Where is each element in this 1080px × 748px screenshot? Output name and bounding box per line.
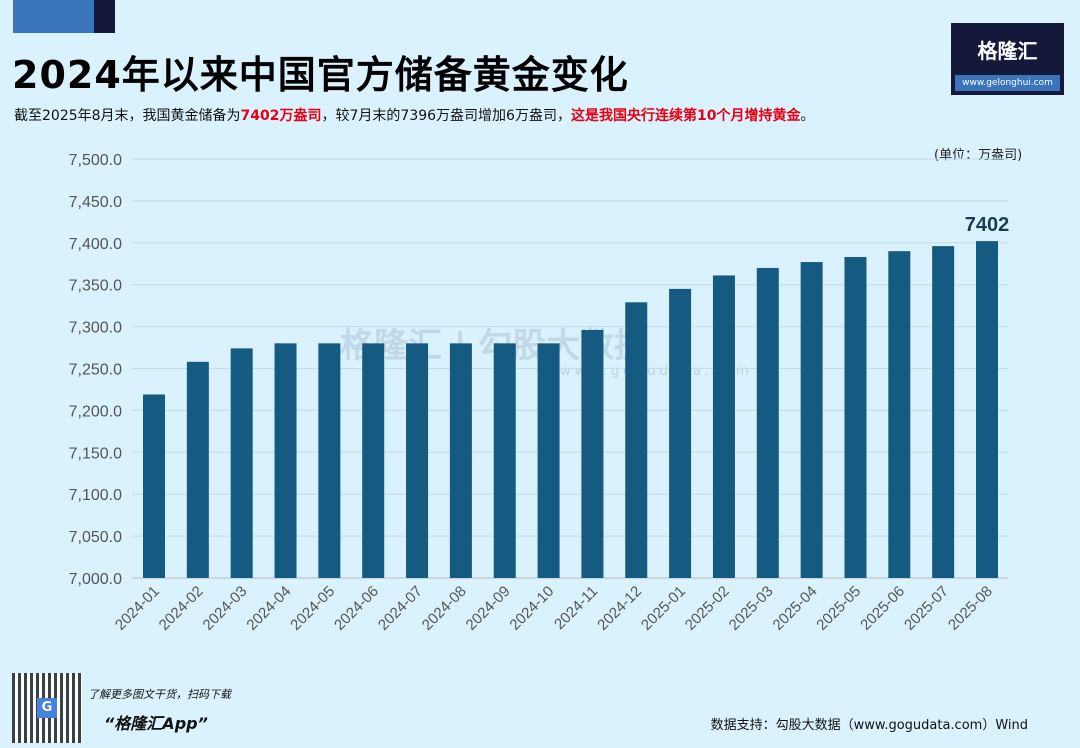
x-tick-label: 2024-05 — [287, 583, 338, 634]
bar — [449, 343, 472, 578]
bar — [800, 262, 823, 578]
subtitle-text: 截至2025年8月末，我国黄金储备为 — [14, 108, 241, 124]
y-tick-label: 7,350.0 — [69, 278, 122, 295]
y-tick-label: 7,500.0 — [69, 152, 122, 169]
x-tick-label: 2024-01 — [112, 583, 163, 634]
x-tick-label: 2024-08 — [419, 583, 470, 634]
bar-chart: 7,000.0 7,050.0 7,100.0 7,150.0 7,200.0 7,250… — [69, 152, 1010, 634]
bar — [932, 246, 955, 579]
data-label: 7402 — [965, 214, 1010, 236]
logo-name: 格隆汇 — [977, 39, 1038, 63]
bar — [493, 343, 516, 578]
y-tick-label: 7,450.0 — [69, 194, 122, 211]
watermark-url: www.gogudata.com — [560, 364, 753, 379]
y-tick-label: 7,250.0 — [69, 362, 122, 379]
bar — [230, 348, 253, 578]
x-tick-label: 2025-08 — [945, 583, 996, 634]
y-tick-label: 7,200.0 — [69, 403, 122, 420]
y-tick-label: 7,150.0 — [69, 445, 122, 462]
y-tick-label: 7,100.0 — [69, 487, 122, 504]
subtitle-text: ，较7月末的7396万盎司增加6万盎司， — [321, 108, 571, 124]
x-tick-label: 2025-05 — [813, 583, 864, 634]
x-tick-label: 2025-06 — [857, 583, 908, 634]
bar — [712, 275, 735, 578]
bar — [976, 241, 998, 578]
bar — [844, 257, 867, 578]
subtitle-highlight: 这是我国央行连续第10个月增持黄金 — [570, 108, 801, 124]
qr-code: G — [12, 673, 82, 743]
bar — [537, 343, 560, 578]
x-tick-label: 2025-04 — [770, 583, 821, 634]
y-tick-label: 7,050.0 — [69, 529, 122, 546]
x-tick-label: 2024-12 — [594, 583, 645, 634]
bar — [274, 343, 297, 578]
bar — [406, 343, 429, 578]
bar — [581, 329, 604, 578]
y-tick-label: 7,000.0 — [69, 571, 122, 588]
x-tick-label: 2024-09 — [463, 583, 514, 634]
y-tick-label: 7,300.0 — [69, 320, 122, 337]
y-tick-label: 7,400.0 — [69, 236, 122, 253]
promo-text: 了解更多图文干货，扫码下载 — [88, 688, 231, 701]
x-tick-label: 2025-03 — [726, 583, 777, 634]
x-tick-label: 2024-06 — [331, 583, 382, 634]
bar — [186, 361, 209, 578]
subtitle-highlight: 7402万盎司 — [240, 108, 322, 124]
logo-url: www.gelonghui.com — [955, 75, 1060, 91]
gelonghui-logo: 格隆汇 www.gelonghui.com — [951, 23, 1064, 95]
x-tick-label: 2024-03 — [200, 583, 251, 634]
x-tick-label: 2024-07 — [375, 583, 426, 634]
x-tick-label: 2024-04 — [243, 583, 294, 634]
x-tick-label: 2024-11 — [551, 583, 601, 633]
data-source: 数据支持：勾股大数据（www.gogudata.com）Wind — [710, 718, 1028, 733]
bar — [756, 267, 779, 578]
app-name: “格隆汇App” — [104, 714, 208, 733]
x-tick-label: 2025-07 — [901, 583, 952, 634]
subtitle-text: 。 — [800, 108, 815, 124]
decor-bar-dark — [94, 0, 115, 33]
page-title: 2024年以来中国官方储备黄金变化 — [12, 53, 629, 97]
bar — [669, 288, 692, 578]
app-icon: G — [37, 698, 57, 718]
bar — [888, 251, 911, 578]
bar — [318, 343, 341, 578]
bar — [362, 343, 385, 578]
subtitle: 截至2025年8月末，我国黄金储备为7402万盎司，较7月末的7396万盎司增加… — [14, 105, 814, 125]
x-tick-label: 2025-01 — [638, 583, 689, 634]
x-tick-label: 2025-02 — [682, 583, 733, 634]
bar — [625, 302, 648, 578]
decor-bar — [13, 0, 94, 33]
x-tick-label: 2024-10 — [506, 583, 557, 634]
bar — [143, 394, 165, 578]
x-tick-label: 2024-02 — [156, 583, 207, 634]
